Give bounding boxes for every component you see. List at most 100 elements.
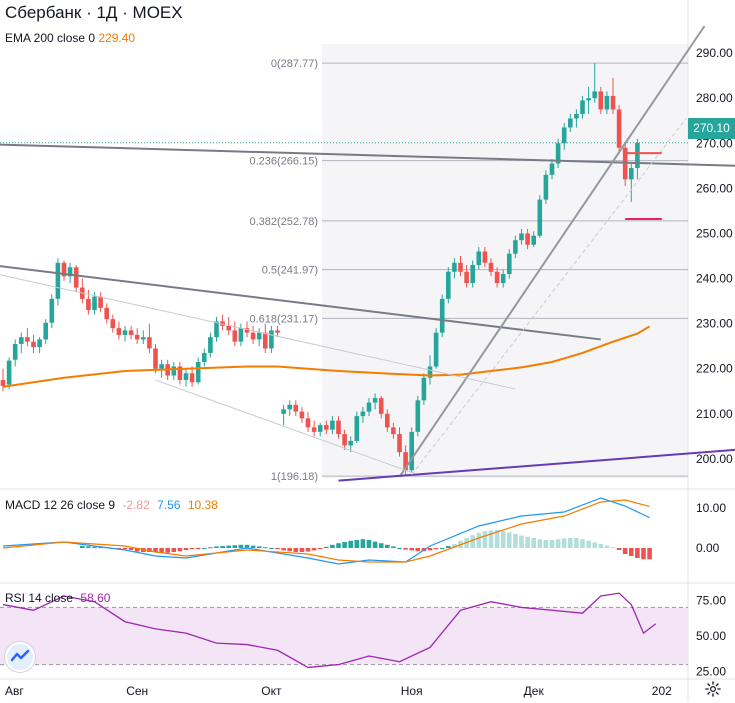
macd-histogram-bar xyxy=(507,532,512,548)
tradingview-logo-icon[interactable] xyxy=(5,642,35,672)
candle-body xyxy=(635,143,640,168)
macd-histogram-bar xyxy=(446,546,451,548)
candle-body xyxy=(519,233,524,240)
candle-body xyxy=(184,373,189,380)
fib-level-label: 0.236(266.15) xyxy=(250,156,319,168)
macd-histogram-bar xyxy=(263,547,268,548)
macd-histogram-bar xyxy=(403,548,408,550)
time-tick-label: Окт xyxy=(261,684,282,698)
candle-body xyxy=(336,421,341,435)
candle-body xyxy=(470,265,475,283)
candle-body xyxy=(312,427,317,432)
gear-icon[interactable] xyxy=(704,680,722,698)
candle-body xyxy=(7,361,12,385)
macd-histogram-bar xyxy=(355,540,360,548)
candle-body xyxy=(373,398,378,403)
price-tick-label: 260.00 xyxy=(696,181,733,195)
candle-body xyxy=(233,330,238,341)
candle-body xyxy=(483,251,488,262)
macd-histogram-bar xyxy=(519,536,524,548)
candle-body xyxy=(25,337,30,342)
candle-body xyxy=(361,412,366,417)
price-tick-label: 210.00 xyxy=(696,407,733,421)
candle-body xyxy=(385,414,390,428)
macd-histogram-bar xyxy=(623,548,628,554)
macd-histogram-bar xyxy=(440,548,445,549)
candle-body xyxy=(294,405,299,412)
candle-body xyxy=(239,328,244,342)
macd-histogram-bar xyxy=(226,546,231,548)
candle-body xyxy=(391,427,396,434)
candle-body xyxy=(50,299,55,323)
candle-body xyxy=(263,333,268,349)
macd-histogram-bar xyxy=(281,548,286,550)
candle-body xyxy=(568,118,573,127)
candle-body xyxy=(452,263,457,272)
candle-body xyxy=(379,398,384,414)
candle-body xyxy=(501,274,506,283)
candle-body xyxy=(257,333,262,340)
fib-zone-background xyxy=(322,44,688,478)
candle-body xyxy=(226,326,231,331)
candle-body xyxy=(324,425,329,430)
candle-body xyxy=(367,403,372,412)
macd-tick-label: 0.00 xyxy=(696,541,720,555)
macd-histogram-bar xyxy=(239,545,244,548)
ema-legend-label: EMA 200 close 0 xyxy=(5,31,95,45)
ema-legend-value: 229.40 xyxy=(98,31,135,45)
candle-body xyxy=(605,96,610,110)
macd-histogram-bar xyxy=(391,546,396,548)
ema-legend[interactable]: EMA 200 close 0 229.40 xyxy=(5,31,135,45)
price-tick-label: 250.00 xyxy=(696,226,733,240)
macd-histogram-bar xyxy=(629,548,634,556)
candle-body xyxy=(538,200,543,236)
macd-histogram-bar xyxy=(129,548,134,550)
candle-body xyxy=(489,263,494,272)
candle-body xyxy=(416,400,421,432)
candle-body xyxy=(513,240,518,254)
macd-histogram-bar xyxy=(501,531,506,548)
candle-body xyxy=(477,251,482,265)
candle-body xyxy=(104,308,109,319)
macd-histogram-bar xyxy=(586,541,591,548)
macd-histogram-bar xyxy=(80,546,85,548)
macd-histogram-bar xyxy=(525,537,530,548)
macd-histogram-bar xyxy=(342,542,347,548)
macd-histogram-bar xyxy=(330,545,335,548)
macd-histogram-bar xyxy=(336,543,341,548)
price-tick-label: 240.00 xyxy=(696,272,733,286)
macd-histogram-bar xyxy=(605,546,610,548)
macd-histogram-bar xyxy=(373,542,378,548)
macd-histogram-bar xyxy=(428,548,433,550)
macd-histogram-bar xyxy=(617,548,622,550)
macd-histogram-bar xyxy=(184,548,189,550)
symbol-title[interactable]: Сбербанк · 1Д · MOEX xyxy=(5,3,183,23)
candle-body xyxy=(355,416,360,441)
fib-level-label: 1(196.18) xyxy=(271,471,318,483)
candle-body xyxy=(13,344,18,360)
candle-body xyxy=(599,91,604,109)
candle-body xyxy=(74,267,79,287)
macd-histogram-bar xyxy=(318,548,323,549)
candle-body xyxy=(495,272,500,283)
candle-body xyxy=(562,127,567,143)
time-tick-label: Авг xyxy=(5,684,24,698)
macd-histogram-bar xyxy=(208,547,213,548)
rsi-legend[interactable]: RSI 14 close 58.60 xyxy=(5,591,114,605)
price-tick-label: 230.00 xyxy=(696,317,733,331)
candle-body xyxy=(507,254,512,274)
time-tick-label: Дек xyxy=(524,684,545,698)
macd-histogram-bar xyxy=(385,545,390,548)
macd-histogram-bar xyxy=(556,539,561,548)
macd-histogram-bar xyxy=(434,548,439,549)
macd-histogram-bar xyxy=(550,540,555,548)
candle-body xyxy=(440,299,445,333)
candle-body xyxy=(348,441,353,446)
macd-legend[interactable]: MACD 12 26 close 9 -2.82 7.56 10.38 xyxy=(5,498,222,512)
candle-body xyxy=(202,353,207,362)
macd-histogram-bar xyxy=(397,548,402,549)
candle-body xyxy=(153,348,158,368)
macd-histogram-bar xyxy=(123,548,128,549)
candle-body xyxy=(580,100,585,114)
macd-histogram-bar xyxy=(544,540,549,548)
